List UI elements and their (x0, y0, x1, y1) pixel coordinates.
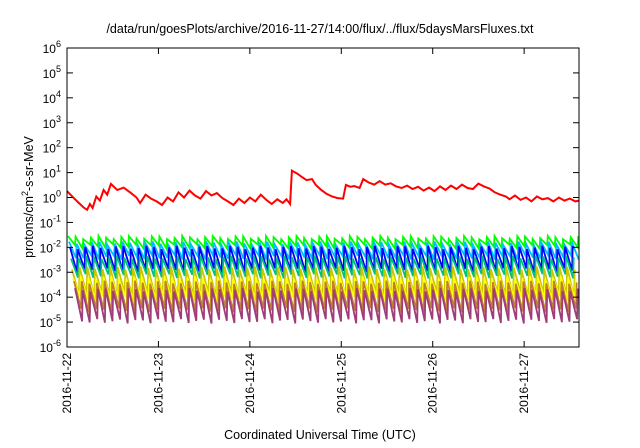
y-tick-label: 103 (43, 114, 61, 131)
x-tick-label: 2016-11-24 (243, 353, 257, 414)
y-axis-label-pre: protons/cm (22, 196, 37, 258)
y-axis-label-post: -s-sr-MeV (22, 136, 37, 191)
y-tick-label: 10-5 (40, 313, 61, 330)
series-line (68, 238, 580, 262)
series-line (70, 255, 575, 279)
y-tick-label: 10-2 (40, 238, 61, 255)
y-tick-label: 10-4 (40, 288, 61, 305)
series-line (71, 266, 576, 298)
series-line (72, 276, 577, 301)
y-tick-label: 105 (43, 64, 61, 81)
x-axis-label: Coordinated Universal Time (UTC) (224, 428, 416, 442)
series-line (74, 288, 579, 324)
y-axis-label-sup: 2 (19, 191, 30, 197)
y-tick-label: 101 (43, 164, 61, 181)
x-tick-label: 2016-11-23 (151, 353, 165, 414)
y-tick-label: 104 (43, 89, 61, 106)
chart-title: /data/run/goesPlots/archive/2016-11-27/1… (106, 22, 534, 36)
x-tick-label: 2016-11-27 (517, 353, 531, 414)
y-tick-label: 102 (43, 139, 61, 156)
y-tick-label: 10-3 (40, 263, 61, 280)
series-line (69, 245, 574, 273)
y-tick-label: 10-1 (40, 213, 61, 230)
y-axis-label: protons/cm2-s-sr-MeV (20, 136, 36, 258)
series-line (67, 232, 580, 252)
y-tick-label: 10-6 (40, 338, 61, 355)
series-line (66, 168, 580, 212)
x-tick-label: 2016-11-25 (334, 353, 348, 414)
x-tick-label: 2016-11-22 (60, 353, 74, 414)
y-tick-label: 100 (43, 189, 61, 206)
y-tick-label: 106 (43, 39, 61, 56)
x-tick-label: 2016-11-26 (426, 353, 440, 414)
series-line (73, 280, 578, 313)
